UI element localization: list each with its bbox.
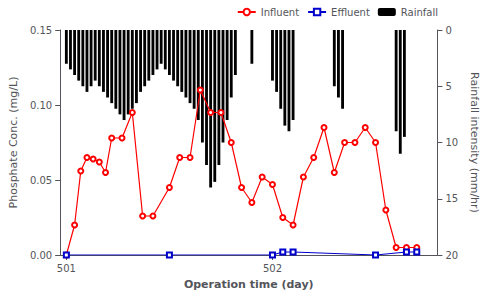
svg-text:5: 5: [445, 81, 451, 92]
svg-text:Effluent: Effluent: [331, 7, 370, 18]
svg-text:Influent: Influent: [261, 7, 299, 18]
svg-text:0.15: 0.15: [30, 25, 52, 36]
svg-text:Rainfall: Rainfall: [401, 7, 438, 18]
svg-text:Phosphate Conc. (mg/L): Phosphate Conc. (mg/L): [7, 77, 20, 209]
svg-text:0: 0: [445, 25, 451, 36]
svg-text:0.10: 0.10: [30, 100, 52, 111]
svg-text:15: 15: [445, 193, 458, 204]
svg-text:501: 501: [57, 263, 76, 274]
svg-text:20: 20: [445, 250, 458, 261]
svg-text:Rainfall intensity (mm/hr): Rainfall intensity (mm/hr): [468, 72, 481, 213]
svg-text:502: 502: [263, 263, 282, 274]
svg-text:0.05: 0.05: [30, 175, 52, 186]
svg-text:10: 10: [445, 137, 458, 148]
svg-text:0.00: 0.00: [30, 250, 52, 261]
svg-text:Operation time (day): Operation time (day): [184, 278, 314, 291]
